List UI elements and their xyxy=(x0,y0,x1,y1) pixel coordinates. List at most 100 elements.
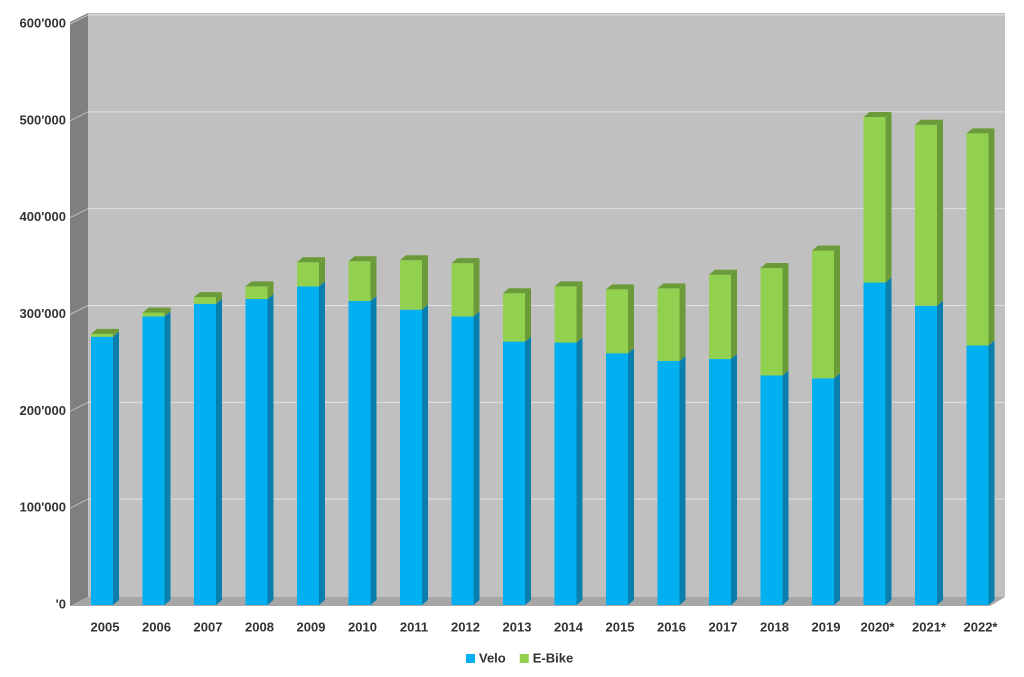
y-tick-label: 400'000 xyxy=(20,209,66,224)
bar xyxy=(606,289,628,354)
bar-side xyxy=(113,331,119,605)
bar xyxy=(348,300,371,605)
x-tick-label: 2014 xyxy=(554,619,584,634)
grid-line xyxy=(69,14,89,25)
bar xyxy=(194,303,216,605)
bar xyxy=(503,341,525,605)
bar-top xyxy=(966,128,995,134)
bar-top xyxy=(812,245,840,251)
bar xyxy=(915,305,937,605)
bar-side xyxy=(216,298,222,605)
y-tick-label: '0 xyxy=(56,596,66,611)
bar xyxy=(451,316,474,605)
bar-top xyxy=(503,288,531,294)
bar-top xyxy=(709,269,737,275)
legend-label: E-Bike xyxy=(533,650,573,665)
bar-side xyxy=(319,281,325,605)
y-tick-label: 200'000 xyxy=(20,403,66,418)
x-tick-label: 2018 xyxy=(760,619,789,634)
grid-line xyxy=(69,208,89,219)
bar-side xyxy=(782,370,789,605)
bar xyxy=(760,268,783,376)
bar xyxy=(915,124,937,306)
y-tick-label: 100'000 xyxy=(20,500,66,515)
bar-top xyxy=(400,255,428,261)
bar xyxy=(657,360,680,605)
bar xyxy=(400,260,422,310)
x-tick-label: 2020* xyxy=(861,619,896,634)
bar xyxy=(142,312,165,317)
bar-side xyxy=(576,281,583,343)
bar-side xyxy=(525,336,531,605)
bar-top xyxy=(863,111,892,117)
legend-swatch xyxy=(466,654,475,663)
bar xyxy=(863,116,886,283)
bar-side xyxy=(267,294,274,605)
bar-side xyxy=(937,119,943,306)
bar-side xyxy=(679,283,686,361)
bar-side xyxy=(164,311,171,605)
y-tick-label: 300'000 xyxy=(20,306,66,321)
bar xyxy=(966,133,989,346)
bar-side xyxy=(834,245,840,379)
bar xyxy=(709,359,731,605)
x-tick-label: 2009 xyxy=(297,619,326,634)
bar xyxy=(91,336,113,605)
y-tick-label: 600'000 xyxy=(20,15,66,30)
bar-side xyxy=(164,307,171,317)
bar-top xyxy=(194,292,222,298)
bar xyxy=(194,297,216,304)
legend-swatch xyxy=(519,654,529,663)
bar-top xyxy=(142,307,171,313)
grid-line xyxy=(69,305,89,315)
bar xyxy=(760,375,783,605)
bar-top xyxy=(760,263,789,269)
bar-side xyxy=(267,281,274,300)
bar xyxy=(554,286,577,343)
bar-side xyxy=(628,348,634,605)
bar-side xyxy=(731,354,737,605)
legend-label: Velo xyxy=(479,650,506,665)
bar-top xyxy=(297,257,325,263)
bar-side xyxy=(216,292,222,304)
bar xyxy=(245,299,268,605)
bar-side xyxy=(988,340,995,605)
bar-top xyxy=(915,119,943,125)
bar-side xyxy=(422,304,428,605)
bar-top xyxy=(657,283,686,289)
y-tick-label: 500'000 xyxy=(20,112,66,127)
bar-side xyxy=(422,255,428,310)
bar-side xyxy=(576,337,583,605)
bar xyxy=(142,316,165,605)
bar-side xyxy=(731,269,737,360)
x-tick-label: 2011 xyxy=(400,619,428,634)
bar-side xyxy=(370,295,377,605)
bar xyxy=(812,378,834,605)
bar xyxy=(451,263,474,317)
bar-side xyxy=(782,263,789,376)
grid-line xyxy=(69,111,89,122)
bar-top xyxy=(451,258,480,264)
x-tick-label: 2008 xyxy=(245,619,274,634)
bar-top xyxy=(554,281,583,287)
bar-side xyxy=(473,311,480,605)
bar xyxy=(297,286,319,605)
bar-top xyxy=(348,256,377,262)
bar-side xyxy=(937,300,943,605)
bar xyxy=(245,286,268,300)
x-tick-label: 2005 xyxy=(91,619,120,634)
bar-side xyxy=(885,111,892,283)
bar xyxy=(348,261,371,301)
x-tick-label: 2015 xyxy=(606,619,635,634)
bar-side xyxy=(113,328,119,337)
bar xyxy=(966,345,989,605)
x-tick-label: 2017 xyxy=(709,619,738,634)
bar xyxy=(503,293,525,342)
bar xyxy=(400,309,422,605)
bar-side xyxy=(988,128,995,346)
bar xyxy=(709,274,731,360)
bar xyxy=(657,288,680,361)
bar-side xyxy=(885,277,892,605)
bar-side xyxy=(834,373,840,605)
